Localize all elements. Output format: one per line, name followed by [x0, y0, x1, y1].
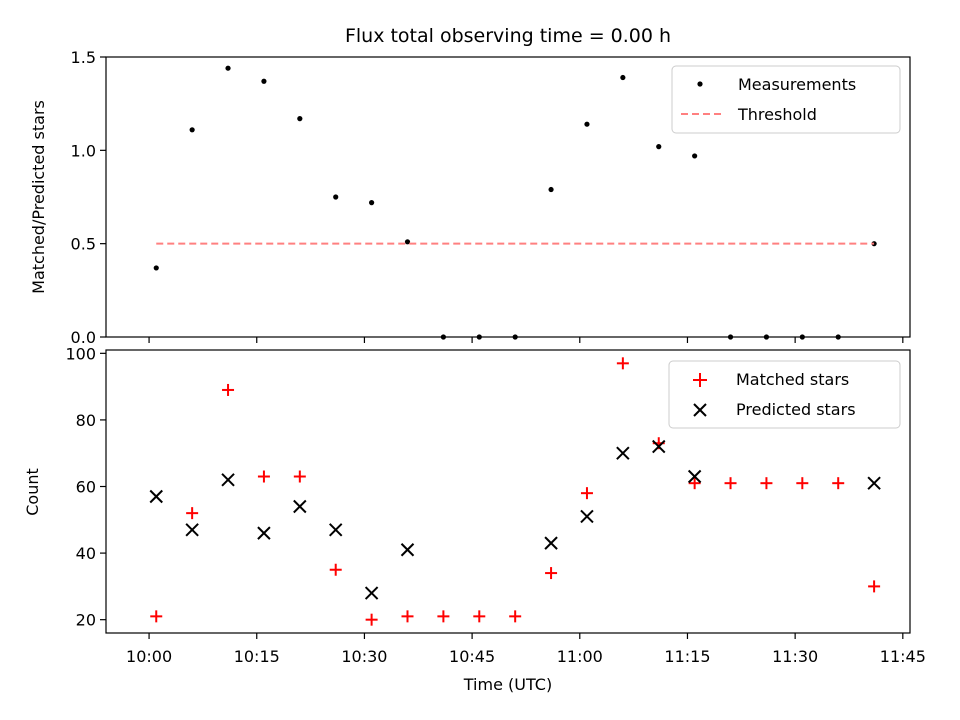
measurement-point: [656, 144, 662, 150]
measurement-point: [692, 153, 698, 159]
y-tick-label: 40: [76, 544, 96, 563]
matched-stars-point: [365, 613, 378, 626]
legend-label-predicted: Predicted stars: [736, 400, 856, 419]
bottom-y-ticks: 20 40 60 80 100: [65, 344, 106, 630]
legend-marker-measurements: [697, 81, 703, 87]
measurement-point: [369, 200, 375, 206]
y-tick-label: 0.5: [71, 235, 96, 254]
matched-stars-point: [832, 477, 845, 490]
top-legend: Measurements Threshold: [671, 65, 901, 134]
top-panel: 0.0 0.5 1.0 1.5 Matched/Predicted stars Mea…: [29, 48, 911, 347]
top-y-axis-label: Matched/Predicted stars: [29, 100, 48, 294]
measurement-point: [153, 265, 159, 271]
matched-stars-point: [293, 470, 306, 483]
legend-label-threshold: Threshold: [737, 105, 817, 124]
predicted-stars-point: [580, 509, 594, 524]
matched-stars-point: [186, 507, 199, 520]
y-tick-label: 20: [76, 611, 96, 630]
bottom-panel: 20 40 60 80 100 10:00 10:15 10:30 10:45 11:00 11:…: [23, 344, 926, 694]
matched-stars-point: [509, 610, 522, 623]
matched-stars-point: [616, 357, 629, 370]
measurement-point: [333, 194, 339, 200]
y-tick-label: 0.0: [71, 328, 96, 347]
x-tick-label: 10:30: [341, 647, 387, 666]
predicted-stars-point: [867, 476, 881, 490]
measurement-point: [620, 74, 626, 81]
predicted-stars-point: [257, 526, 271, 540]
predicted-stars-point: [616, 446, 630, 460]
chart-title: Flux total observing time = 0.00 h: [345, 25, 671, 47]
predicted-stars-point: [221, 473, 235, 487]
x-tick-label: 11:15: [664, 647, 710, 666]
predicted-stars-point: [329, 523, 343, 537]
bottom-marks: [149, 357, 881, 626]
measurement-point: [225, 65, 231, 71]
matched-stars-point: [329, 563, 342, 576]
x-axis-label: Time (UTC): [463, 675, 552, 694]
matched-stars-point: [150, 610, 163, 623]
predicted-stars-point: [185, 523, 199, 537]
x-tick-label: 10:15: [234, 647, 280, 666]
x-tick-label: 11:30: [772, 647, 818, 666]
measurement-point: [548, 186, 554, 193]
x-tick-label: 11:00: [557, 647, 603, 666]
matched-stars-point: [868, 580, 881, 593]
bottom-legend-box: [668, 360, 901, 429]
predicted-stars-point: [652, 439, 666, 454]
x-tick-label: 10:45: [449, 647, 495, 666]
top-legend-box: [671, 65, 901, 134]
y-tick-label: 80: [76, 411, 96, 430]
matched-stars-point: [437, 610, 450, 623]
predicted-stars-point: [293, 499, 307, 514]
matched-stars-point: [796, 477, 809, 490]
bottom-legend: Matched stars Predicted stars: [668, 360, 901, 429]
matched-stars-point: [222, 383, 235, 396]
y-tick-label: 60: [76, 478, 96, 497]
bottom-plot-frame: [105, 349, 911, 634]
predicted-stars-point: [149, 489, 163, 504]
matched-stars-point: [760, 477, 773, 490]
matched-stars-point: [580, 487, 593, 500]
predicted-stars-point: [364, 586, 379, 600]
matched-stars-point: [545, 567, 558, 580]
bottom-y-axis-label: Count: [23, 468, 42, 516]
legend-marker-predicted: [693, 403, 707, 417]
matched-stars-point: [688, 477, 701, 490]
measurement-point: [189, 127, 195, 133]
legend-label-measurements: Measurements: [738, 75, 856, 94]
measurement-point: [404, 239, 411, 245]
legend-label-matched: Matched stars: [736, 370, 849, 389]
top-x-ticks: [148, 337, 904, 343]
legend-marker-matched: [693, 373, 707, 387]
y-tick-label: 1.5: [71, 48, 96, 67]
measurement-point: [261, 78, 267, 84]
top-y-ticks: 0.0 0.5 1.0 1.5: [71, 48, 106, 347]
predicted-stars-point: [687, 469, 702, 484]
y-tick-label: 1.0: [71, 141, 96, 160]
matched-stars-point: [257, 470, 270, 483]
matched-stars-point: [724, 477, 737, 490]
top-plot-frame: [105, 56, 911, 338]
predicted-stars-point: [400, 543, 415, 557]
measurement-point: [297, 116, 303, 122]
measurement-point: [584, 121, 590, 127]
predicted-stars-point: [544, 536, 558, 550]
x-tick-label: 11:45: [880, 647, 926, 666]
matched-stars-point: [401, 610, 414, 623]
bottom-x-ticks: 10:00 10:15 10:30 10:45 11:00 11:15 11:30 11:45: [126, 633, 926, 666]
matched-stars-point: [473, 610, 486, 623]
x-tick-label: 10:00: [126, 647, 172, 666]
y-tick-label: 100: [65, 344, 96, 363]
measurement-point: [871, 241, 877, 247]
